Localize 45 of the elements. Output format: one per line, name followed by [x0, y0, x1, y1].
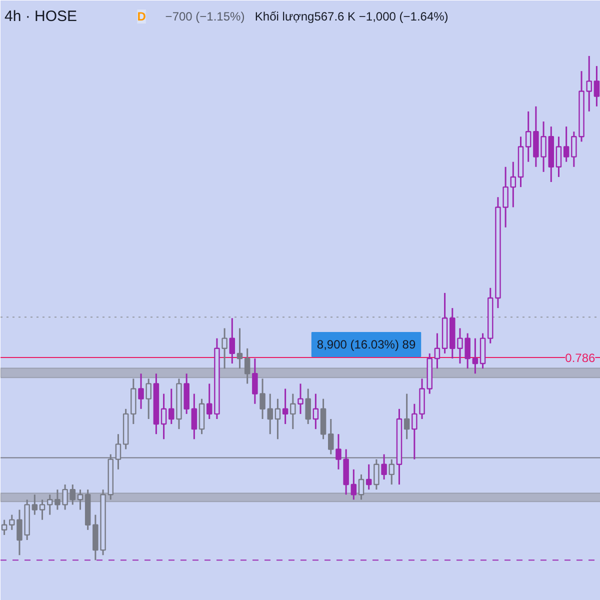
- candlestick: [282, 388, 288, 425]
- candlestick: [236, 327, 243, 370]
- text: Khối lượng567.6 K −1,000 (−1.64%): [254, 10, 448, 24]
- candlestick: [229, 317, 236, 364]
- candlestick: [594, 65, 600, 108]
- candlestick: [77, 488, 84, 510]
- candlestick: [32, 494, 38, 516]
- candlestick: [563, 126, 570, 163]
- candlestick: [510, 161, 516, 208]
- candlestick: [70, 484, 76, 506]
- candlestick: [412, 403, 418, 460]
- candlestick: [312, 393, 319, 430]
- annotation: 8,900 (16.03%) 89: [316, 338, 416, 352]
- candlestick: [366, 464, 372, 490]
- candlestick: [191, 393, 198, 440]
- candlestick: [222, 327, 228, 370]
- candlestick: [328, 418, 334, 456]
- candlestick: [336, 433, 342, 470]
- candlestick: [138, 372, 144, 410]
- candlestick: [267, 393, 273, 435]
- candlestick: [39, 498, 46, 521]
- chart-title: 4h · HOSE: [4, 8, 78, 25]
- text: D: [137, 10, 146, 24]
- candlestick: [160, 393, 167, 440]
- candlestick: [525, 110, 532, 163]
- candlestick: [434, 332, 440, 370]
- candlestick: [472, 338, 478, 374]
- text: −700 (−1.15%): [165, 10, 245, 24]
- candlestick: [305, 388, 311, 425]
- candlestick: [358, 474, 364, 500]
- candlestick: [244, 348, 250, 384]
- candlestick: [350, 468, 357, 500]
- candlestick: [252, 358, 258, 405]
- candlestick: [404, 393, 410, 440]
- candlestick: [206, 382, 212, 420]
- candlestick: [290, 393, 296, 430]
- candlestick: [168, 388, 174, 425]
- candlestick: [260, 378, 266, 420]
- candlestick: [298, 382, 304, 415]
- candlestick: [46, 494, 53, 516]
- candlestick: [274, 398, 281, 440]
- annotation: 0.786: [565, 350, 596, 365]
- candlestick: [381, 454, 387, 480]
- candlestick: [146, 378, 152, 420]
- candlestick: [556, 136, 562, 178]
